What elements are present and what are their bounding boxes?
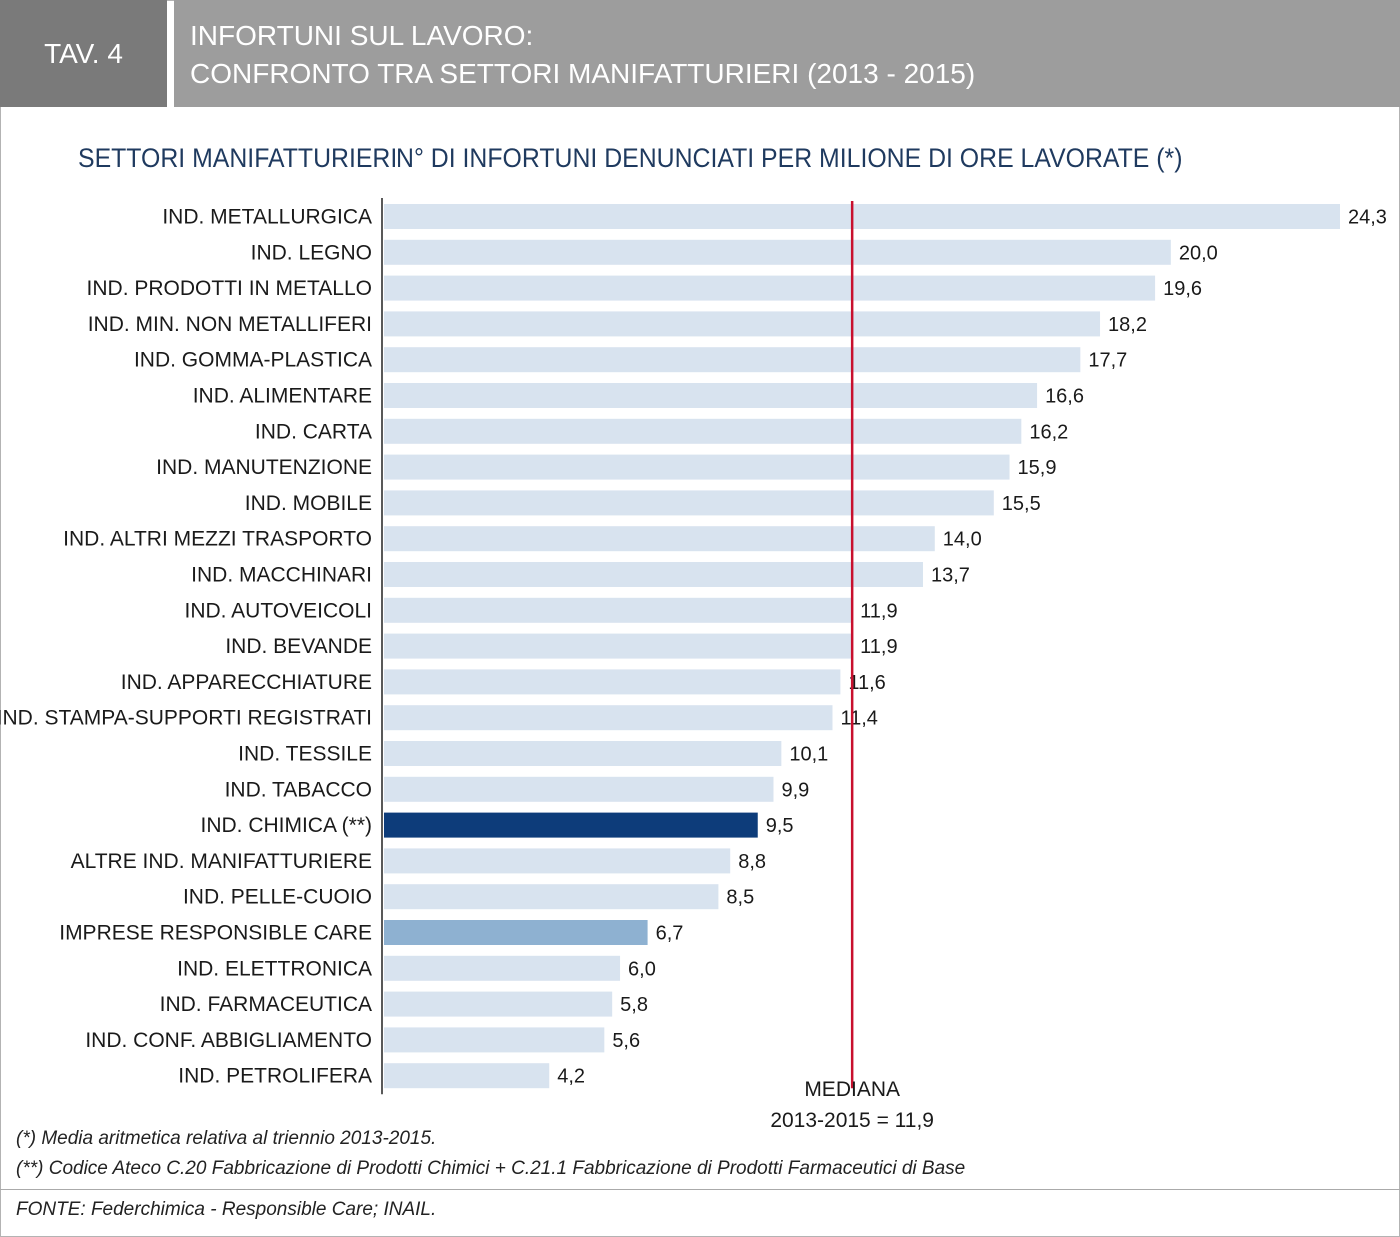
value-label: 15,9 — [1018, 457, 1057, 479]
bar — [384, 705, 833, 731]
value-label: 11,9 — [860, 636, 897, 658]
bar — [384, 204, 1340, 229]
value-label: 16,6 — [1045, 386, 1084, 408]
value-label: 6,0 — [628, 958, 656, 980]
category-label: IND. ALIMENTARE — [193, 385, 372, 408]
value-label: 9,9 — [781, 779, 809, 801]
category-label: IND. FARMACEUTICA — [160, 993, 372, 1016]
category-label: IND. CONF. ABBIGLIAMENTO — [85, 1029, 372, 1052]
bar — [384, 812, 758, 838]
value-label: 9,5 — [766, 815, 794, 837]
category-label: IND. MIN. NON METALLIFERI — [88, 313, 372, 336]
category-label: IND. ALTRI MEZZI TRASPORTO — [63, 528, 372, 551]
bar — [384, 1027, 605, 1053]
bar-chart: IND. METALLURGICA 24,3 IND. LEGNO 20,0 IND. … — [0, 198, 1387, 1132]
category-label: IND. ELETTRONICA — [177, 957, 372, 980]
value-label: 20,0 — [1179, 242, 1218, 264]
bar — [384, 526, 935, 552]
category-label: IND. MANUTENZIONE — [156, 456, 372, 479]
category-label: IND. APPARECCHIATURE — [121, 671, 372, 694]
bar — [384, 884, 719, 910]
value-label: 17,7 — [1088, 350, 1127, 372]
value-label: 8,5 — [726, 887, 754, 909]
category-label: IND. PELLE-CUOIO — [183, 886, 372, 909]
value-label: 5,6 — [612, 1030, 640, 1052]
bar — [384, 776, 774, 802]
bar — [384, 1063, 550, 1089]
category-label: IND. PETROLIFERA — [178, 1065, 372, 1088]
category-label: IND. MOBILE — [245, 492, 372, 515]
category-label: IND. PRODOTTI IN METALLO — [87, 277, 372, 300]
title-line-1: INFORTUNI SUL LAVORO: — [190, 20, 534, 51]
bar — [384, 920, 648, 945]
sectors-column-header: SETTORI MANIFATTURIERI — [78, 143, 398, 173]
bar — [384, 418, 1022, 444]
category-label: IND. METALLURGICA — [162, 206, 372, 229]
table-number-badge: TAV. 4 — [0, 0, 167, 107]
value-label: 5,8 — [620, 994, 648, 1016]
value-label: 13,7 — [931, 565, 970, 587]
category-label: ALTRE IND. MANIFATTURIERE — [71, 850, 372, 873]
median-label-line-1: MEDIANA — [804, 1078, 900, 1101]
value-label: 10,1 — [789, 744, 828, 766]
bar — [384, 597, 853, 623]
median-label-line-2: 2013-2015 = 11,9 — [770, 1109, 934, 1132]
category-label: IND. STAMPA-SUPPORTI REGISTRATI — [0, 707, 372, 730]
source-note: FONTE: Federchimica - Responsible Care; … — [16, 1199, 437, 1220]
bar — [384, 311, 1101, 337]
value-label: 11,6 — [848, 672, 885, 694]
bar — [384, 454, 1010, 480]
category-label: IND. TABACCO — [225, 778, 372, 801]
category-label: IND. CHIMICA (**) — [200, 814, 372, 837]
bar — [384, 383, 1038, 408]
value-label: 6,7 — [656, 923, 684, 945]
value-label: 11,9 — [860, 600, 897, 622]
values-column-header: N° DI INFORTUNI DENUNCIATI PER MILIONE D… — [396, 143, 1183, 173]
title-banner: INFORTUNI SUL LAVORO: CONFRONTO TRA SETT… — [174, 0, 1400, 107]
value-label: 8,8 — [738, 851, 766, 873]
footer-divider — [0, 1189, 1400, 1190]
bar — [384, 633, 853, 659]
bar — [384, 955, 621, 981]
footnote-2: (**) Codice Ateco C.20 Fabbricazione di … — [16, 1158, 966, 1179]
category-label: IND. TESSILE — [238, 743, 372, 766]
category-label: IND. CARTA — [255, 420, 372, 443]
bar — [384, 490, 994, 516]
value-label: 15,5 — [1002, 493, 1041, 515]
bar — [384, 991, 613, 1017]
title-line-2: CONFRONTO TRA SETTORI MANIFATTURIERI (20… — [190, 58, 976, 89]
bar — [384, 562, 923, 587]
category-label: IND. BEVANDE — [225, 635, 372, 658]
bar — [384, 239, 1171, 265]
value-label: 16,2 — [1029, 421, 1068, 443]
value-label: 24,3 — [1348, 207, 1387, 229]
category-label: IND. MACCHINARI — [191, 564, 372, 587]
category-label: IMPRESE RESPONSIBLE CARE — [59, 922, 372, 945]
value-label: 19,6 — [1163, 278, 1202, 300]
value-label: 11,4 — [840, 708, 877, 730]
bar — [384, 347, 1081, 373]
footnote-1: (*) Media aritmetica relativa al trienni… — [16, 1128, 437, 1149]
category-label: IND. AUTOVEICOLI — [185, 599, 373, 622]
bar — [384, 741, 782, 766]
value-label: 14,0 — [943, 529, 982, 551]
table-number-label: TAV. 4 — [44, 37, 123, 69]
bar — [384, 275, 1156, 301]
category-label: IND. LEGNO — [251, 241, 372, 264]
value-label: 4,2 — [557, 1066, 585, 1088]
bar — [384, 848, 731, 874]
category-label: IND. GOMMA-PLASTICA — [134, 349, 372, 372]
bar — [384, 669, 841, 695]
value-label: 18,2 — [1108, 314, 1147, 336]
